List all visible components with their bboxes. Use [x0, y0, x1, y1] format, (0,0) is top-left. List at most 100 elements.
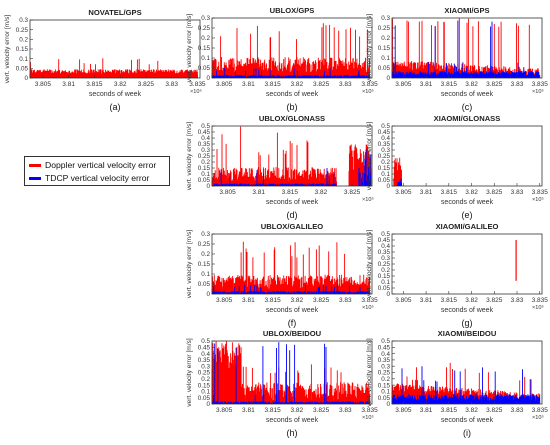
y-tick-label: 0.3: [381, 147, 390, 154]
legend-swatch-tdcp: [29, 177, 41, 181]
series-group: [211, 241, 371, 294]
x-tick-label: 3.83: [511, 297, 524, 304]
x-tick-label: 3.805: [219, 189, 236, 196]
y-tick-label: 0.05: [378, 65, 391, 72]
series-group: [211, 126, 372, 186]
y-tick-label: 0.3: [201, 363, 210, 370]
x-tick-label: 3.82: [315, 189, 328, 196]
y-axis-label: vert. velocity error [m/s]: [186, 122, 193, 191]
y-tick-label: 0.1: [201, 389, 210, 396]
y-tick-label: 0.15: [16, 46, 29, 53]
x-tick-label: 3.805: [395, 407, 412, 414]
panel-caption: (e): [462, 210, 473, 220]
y-tick-label: 0.35: [378, 141, 391, 148]
x-tick-label: 3.82: [291, 407, 304, 414]
y-tick-label: 0.5: [381, 338, 390, 345]
x-axis-label: seconds of week: [441, 199, 494, 206]
y-tick-label: 0.25: [378, 370, 391, 377]
x-tick-label: 3.835: [361, 407, 378, 414]
chart-title: XIAOMI/BEIDOU: [438, 329, 497, 338]
series-line-doppler: [393, 157, 402, 186]
panel-caption: (c): [462, 102, 473, 112]
y-tick-label: 0: [386, 183, 390, 190]
x-tick-label: 3.83: [511, 81, 524, 88]
x-tick-label: 3.82: [291, 81, 304, 88]
series-line-doppler: [211, 23, 371, 78]
chart-title: XIAOMI/GPS: [444, 6, 489, 15]
x-multiplier: ×10⁵: [362, 414, 374, 421]
y-tick-label: 0.1: [201, 271, 210, 278]
x-tick-label: 3.81: [252, 189, 265, 196]
y-tick-label: 0.4: [381, 243, 390, 250]
y-tick-label: 0.5: [201, 338, 210, 345]
y-tick-label: 0.2: [381, 159, 390, 166]
legend-swatch-doppler: [29, 164, 41, 168]
legend-label-doppler: Doppler vertical velocity error: [45, 160, 157, 170]
x-tick-label: 3.83: [165, 81, 178, 88]
x-tick-label: 3.815: [264, 297, 281, 304]
y-tick-label: 0.2: [381, 267, 390, 274]
legend: Doppler vertical velocity error TDCP ver…: [24, 156, 170, 186]
x-tick-label: 3.82: [114, 81, 127, 88]
y-tick-label: 0.15: [378, 165, 391, 172]
y-tick-label: 0.45: [378, 237, 391, 244]
y-tick-label: 0.25: [16, 27, 29, 34]
y-tick-label: 0.4: [381, 351, 390, 358]
y-tick-label: 0.15: [378, 273, 391, 280]
x-tick-label: 3.815: [264, 407, 281, 414]
x-tick-label: 3.825: [486, 81, 503, 88]
x-tick-label: 3.81: [420, 189, 433, 196]
y-tick-label: 0.25: [198, 25, 211, 32]
panel-caption: (b): [287, 102, 298, 112]
y-tick-label: 0.45: [198, 345, 211, 352]
series-line-tdcp: [397, 178, 402, 186]
x-tick-label: 3.83: [339, 407, 352, 414]
y-tick-label: 0.5: [201, 123, 210, 130]
y-tick-label: 0.2: [19, 37, 28, 44]
y-tick-label: 0.15: [378, 45, 391, 52]
series-line-doppler: [211, 126, 337, 186]
x-tick-label: 3.815: [441, 81, 458, 88]
chart-title: UBLOX/GALILEO: [261, 222, 324, 231]
x-tick-label: 3.81: [420, 81, 433, 88]
y-tick-label: 0: [206, 183, 210, 190]
y-tick-label: 0.15: [198, 165, 211, 172]
x-tick-label: 3.82: [465, 81, 478, 88]
x-tick-label: 3.815: [86, 81, 103, 88]
chart-title: UBLOX/BEIDOU: [263, 329, 322, 338]
y-tick-label: 0.25: [198, 241, 211, 248]
y-tick-label: 0.4: [201, 135, 210, 142]
x-axis-label: seconds of week: [89, 91, 142, 98]
chart-i: XIAOMI/BEIDOU00.050.10.150.20.250.30.350…: [366, 329, 548, 438]
x-multiplier: ×10⁵: [532, 304, 544, 311]
x-axis-label: seconds of week: [266, 417, 319, 424]
series-line-tdcp: [358, 149, 372, 186]
y-tick-label: 0.05: [198, 395, 211, 402]
x-tick-label: 3.805: [395, 297, 412, 304]
x-tick-label: 3.825: [313, 297, 330, 304]
y-tick-label: 0.3: [381, 15, 390, 22]
x-tick-label: 3.82: [465, 407, 478, 414]
x-tick-label: 3.825: [313, 81, 330, 88]
chart-d: UBLOX/GLONASS00.050.10.150.20.250.30.350…: [186, 114, 374, 220]
y-tick-label: 0.2: [201, 376, 210, 383]
y-tick-label: 0.1: [381, 171, 390, 178]
y-tick-label: 0.1: [201, 55, 210, 62]
y-tick-label: 0.25: [198, 153, 211, 160]
y-axis-label: vert. velocity error [m/s]: [4, 15, 11, 84]
y-axis-label: vert. velocity error [m/s]: [186, 230, 193, 299]
y-tick-label: 0.05: [198, 281, 211, 288]
y-axis-label: vert. velocity error [m/s]: [186, 338, 193, 407]
y-tick-label: 0.35: [198, 357, 211, 364]
x-tick-label: 3.815: [441, 189, 458, 196]
x-multiplier: ×10⁵: [362, 304, 374, 311]
y-tick-label: 0.2: [381, 35, 390, 42]
y-tick-label: 0.1: [19, 56, 28, 63]
legend-item-tdcp: TDCP vertical velocity error: [29, 172, 149, 185]
x-axis-label: seconds of week: [441, 307, 494, 314]
chart-g: XIAOMI/GALILEO 00.050.10.150.20.250.30.35…: [366, 222, 548, 328]
chart-h: UBLOX/BEIDOU00.050.10.150.20.250.30.350.…: [186, 329, 378, 438]
panel-caption: (d): [287, 210, 298, 220]
y-tick-label: 0.25: [378, 261, 391, 268]
x-tick-label: 3.81: [420, 407, 433, 414]
